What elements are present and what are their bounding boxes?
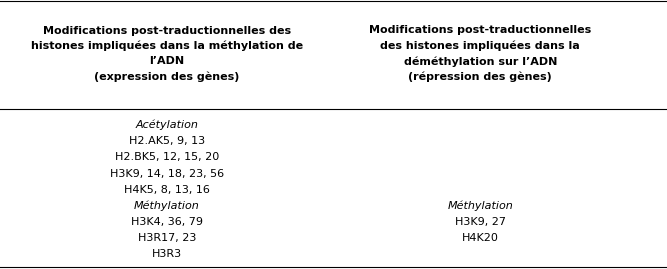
Text: H4K20: H4K20 — [462, 233, 499, 243]
Text: H3K4, 36, 79: H3K4, 36, 79 — [131, 217, 203, 227]
Text: H3K9, 14, 18, 23, 56: H3K9, 14, 18, 23, 56 — [109, 168, 224, 179]
Text: Méthylation: Méthylation — [134, 200, 199, 211]
Text: H3R3: H3R3 — [151, 249, 182, 259]
Text: H2.AK5, 9, 13: H2.AK5, 9, 13 — [129, 136, 205, 146]
Text: Acétylation: Acétylation — [135, 120, 198, 130]
Text: H2.BK5, 12, 15, 20: H2.BK5, 12, 15, 20 — [115, 152, 219, 162]
Text: Modifications post-traductionnelles des
histones impliquées dans la méthylation : Modifications post-traductionnelles des … — [31, 26, 303, 82]
Text: H3K9, 27: H3K9, 27 — [455, 217, 506, 227]
Text: Modifications post-traductionnelles
des histones impliquées dans la
déméthylatio: Modifications post-traductionnelles des … — [369, 25, 592, 82]
Text: H3R17, 23: H3R17, 23 — [137, 233, 196, 243]
Text: Méthylation: Méthylation — [448, 200, 513, 211]
Text: H4K5, 8, 13, 16: H4K5, 8, 13, 16 — [124, 185, 209, 195]
